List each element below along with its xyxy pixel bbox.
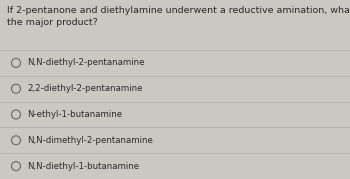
Text: N,N-diethyl-1-butanamine: N,N-diethyl-1-butanamine xyxy=(27,162,139,171)
Text: N,N-dimethyl-2-pentanamine: N,N-dimethyl-2-pentanamine xyxy=(27,136,153,145)
Text: N,N-diethyl-2-pentanamine: N,N-diethyl-2-pentanamine xyxy=(27,58,145,67)
Text: the major product?: the major product? xyxy=(7,18,98,27)
Text: N-ethyl-1-butanamine: N-ethyl-1-butanamine xyxy=(27,110,122,119)
Text: If 2-pentanone and diethylamine underwent a reductive amination, what would be: If 2-pentanone and diethylamine underwen… xyxy=(7,6,350,15)
Text: 2,2-diethyl-2-pentanamine: 2,2-diethyl-2-pentanamine xyxy=(27,84,142,93)
